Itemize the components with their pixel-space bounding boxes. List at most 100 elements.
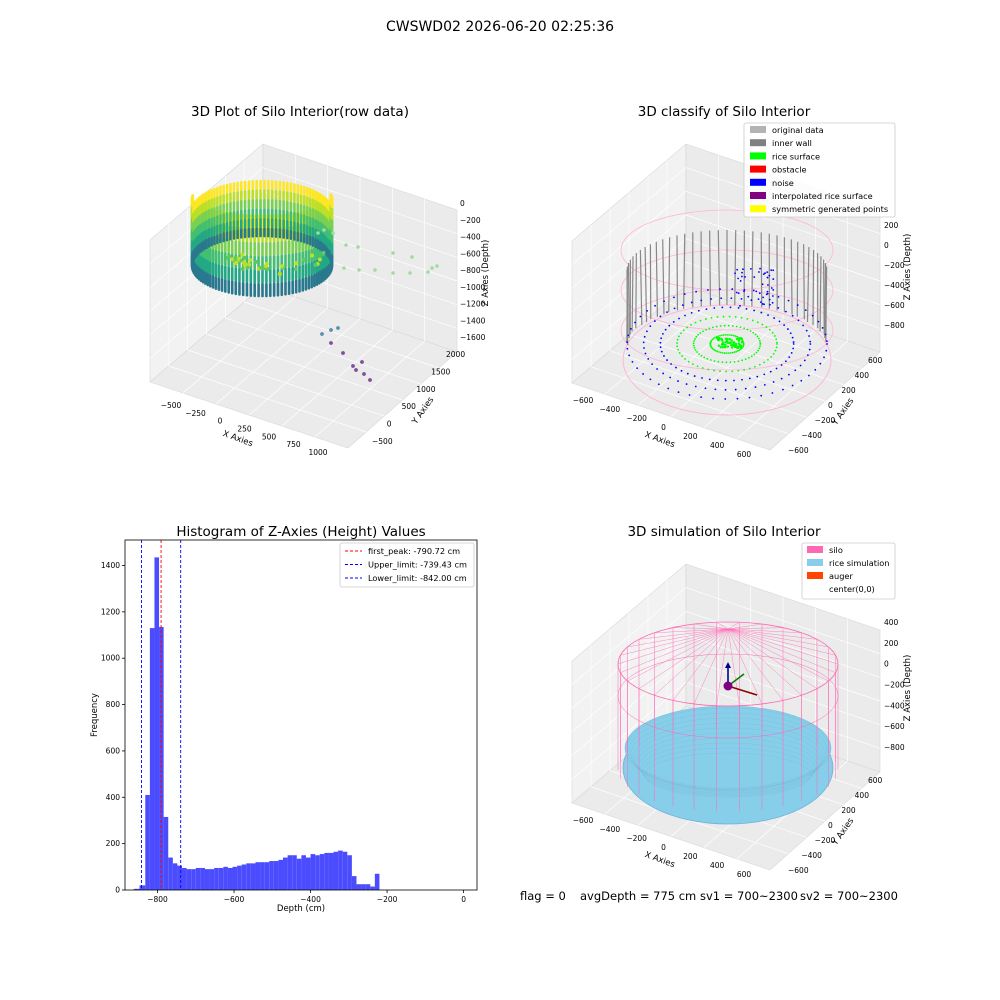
classify-3d-point xyxy=(716,350,719,353)
classify-3d-point xyxy=(636,367,639,370)
classify-3d-wall-point xyxy=(822,259,825,335)
classify-3d-point xyxy=(712,326,714,329)
simulation-3d-silo-roof xyxy=(727,628,802,696)
classify-3d-point xyxy=(770,287,773,289)
classify-3d-point xyxy=(739,346,743,349)
simulation-3d-silo-roof xyxy=(727,627,784,630)
classify-3d-point xyxy=(744,358,747,361)
raw-data-point xyxy=(357,268,361,272)
classify-3d-point xyxy=(713,360,716,362)
raw-data-point xyxy=(351,364,355,368)
classify-3d-point xyxy=(631,361,634,363)
classify-3d-point xyxy=(792,341,795,343)
classify-3d-point xyxy=(727,352,730,355)
classify-3d-legend-swatch xyxy=(750,139,766,147)
histogram-bar xyxy=(351,876,357,890)
classify-3d-point xyxy=(704,387,707,390)
classify-3d-point xyxy=(736,268,739,271)
classify-3d-point xyxy=(725,352,728,355)
classify-3d-point xyxy=(737,350,739,352)
classify-3d-point xyxy=(646,310,649,312)
classify-3d-point xyxy=(819,362,822,365)
classify-3d-point xyxy=(775,338,778,341)
classify-3d-point xyxy=(717,335,720,338)
classify-3d-point xyxy=(629,327,632,330)
classify-3d-point xyxy=(734,335,737,338)
simulation-3d-silo-roof xyxy=(727,628,818,689)
classify-3d-point xyxy=(667,387,670,390)
classify-3d-point xyxy=(696,351,698,353)
classify-3d-point xyxy=(733,360,736,363)
classify-3d-y-tick: 600 xyxy=(868,356,883,365)
classify-3d-point xyxy=(719,351,722,354)
classify-3d-x-tick: −400 xyxy=(600,405,621,414)
classify-3d-point xyxy=(693,375,696,377)
classify-3d-point xyxy=(756,321,759,324)
classify-3d-point xyxy=(731,351,734,354)
classify-3d-point xyxy=(785,310,787,313)
raw-data-point xyxy=(240,252,245,257)
simulation-3d-silo-roof xyxy=(693,623,729,630)
classify-3d-wall-point xyxy=(734,230,737,306)
histogram-x-tick-label: 0 xyxy=(461,895,466,904)
classify-3d-point xyxy=(749,330,752,332)
simulation-3d-silo-roof xyxy=(693,628,729,705)
classify-3d-point xyxy=(777,295,780,298)
raw-data-3d-y-tick: 2000 xyxy=(446,350,465,359)
histogram-bar xyxy=(149,628,155,890)
classify-3d-point xyxy=(811,314,814,317)
classify-3d-point xyxy=(663,300,665,303)
classify-3d-point xyxy=(666,311,668,314)
classify-3d-point xyxy=(681,304,684,307)
simulation-3d-rice-texture xyxy=(634,727,822,793)
simulation-3d-legend-swatch xyxy=(807,559,823,566)
classify-3d-point xyxy=(809,340,812,343)
footer-sv1: sv1 = 700~2300 xyxy=(700,889,798,903)
classify-3d-point xyxy=(730,334,733,337)
classify-3d-point xyxy=(719,325,722,327)
classify-3d-point xyxy=(719,346,723,349)
simulation-3d-rice-texture xyxy=(628,712,828,790)
classify-3d-point xyxy=(676,338,679,341)
histogram-bar xyxy=(195,867,201,890)
classify-3d-z-tick: −800 xyxy=(884,321,905,330)
classify-3d-point xyxy=(776,341,778,344)
classify-3d-wall-point xyxy=(639,249,643,326)
histogram-bar xyxy=(232,866,238,890)
classify-3d-point xyxy=(758,363,761,366)
classify-3d-point xyxy=(725,338,729,342)
classify-3d-point xyxy=(756,375,759,378)
classify-3d-z-tick: 200 xyxy=(884,221,899,230)
classify-3d-point xyxy=(748,377,751,380)
classify-3d-point xyxy=(690,312,693,314)
classify-3d-point xyxy=(730,297,733,300)
classify-3d-point xyxy=(826,343,828,345)
histogram-bar xyxy=(227,867,233,890)
simulation-3d-silo-roof xyxy=(727,628,784,701)
classify-3d-point xyxy=(656,368,659,370)
raw-data-3d-y-tick: 1000 xyxy=(416,385,435,394)
histogram-x-tick-label: −400 xyxy=(300,895,321,904)
raw-data-point xyxy=(316,231,320,235)
histogram-bar xyxy=(186,869,192,890)
classify-3d-point xyxy=(686,326,688,329)
classify-3d-point xyxy=(678,352,681,354)
simulation-3d-silo-roof xyxy=(638,628,729,689)
classify-3d-point xyxy=(721,306,724,309)
histogram-bar xyxy=(305,857,311,890)
classify-3d-wall-point xyxy=(751,231,754,307)
classify-3d-point xyxy=(743,290,745,293)
simulation-3d-silo-roof xyxy=(638,628,729,640)
raw-data-3d-title: 3D Plot of Silo Interior(row data) xyxy=(191,104,409,120)
classify-3d-point xyxy=(737,306,740,309)
raw-data-point xyxy=(435,264,439,268)
classify-3d-point xyxy=(764,272,766,275)
classify-3d-point xyxy=(729,344,733,347)
classify-3d-point xyxy=(787,299,790,302)
classify-3d-point xyxy=(741,378,743,381)
classify-3d-point xyxy=(759,342,762,344)
classify-3d-point xyxy=(753,309,756,312)
histogram-bar xyxy=(356,884,362,890)
classify-3d-point xyxy=(680,332,682,335)
